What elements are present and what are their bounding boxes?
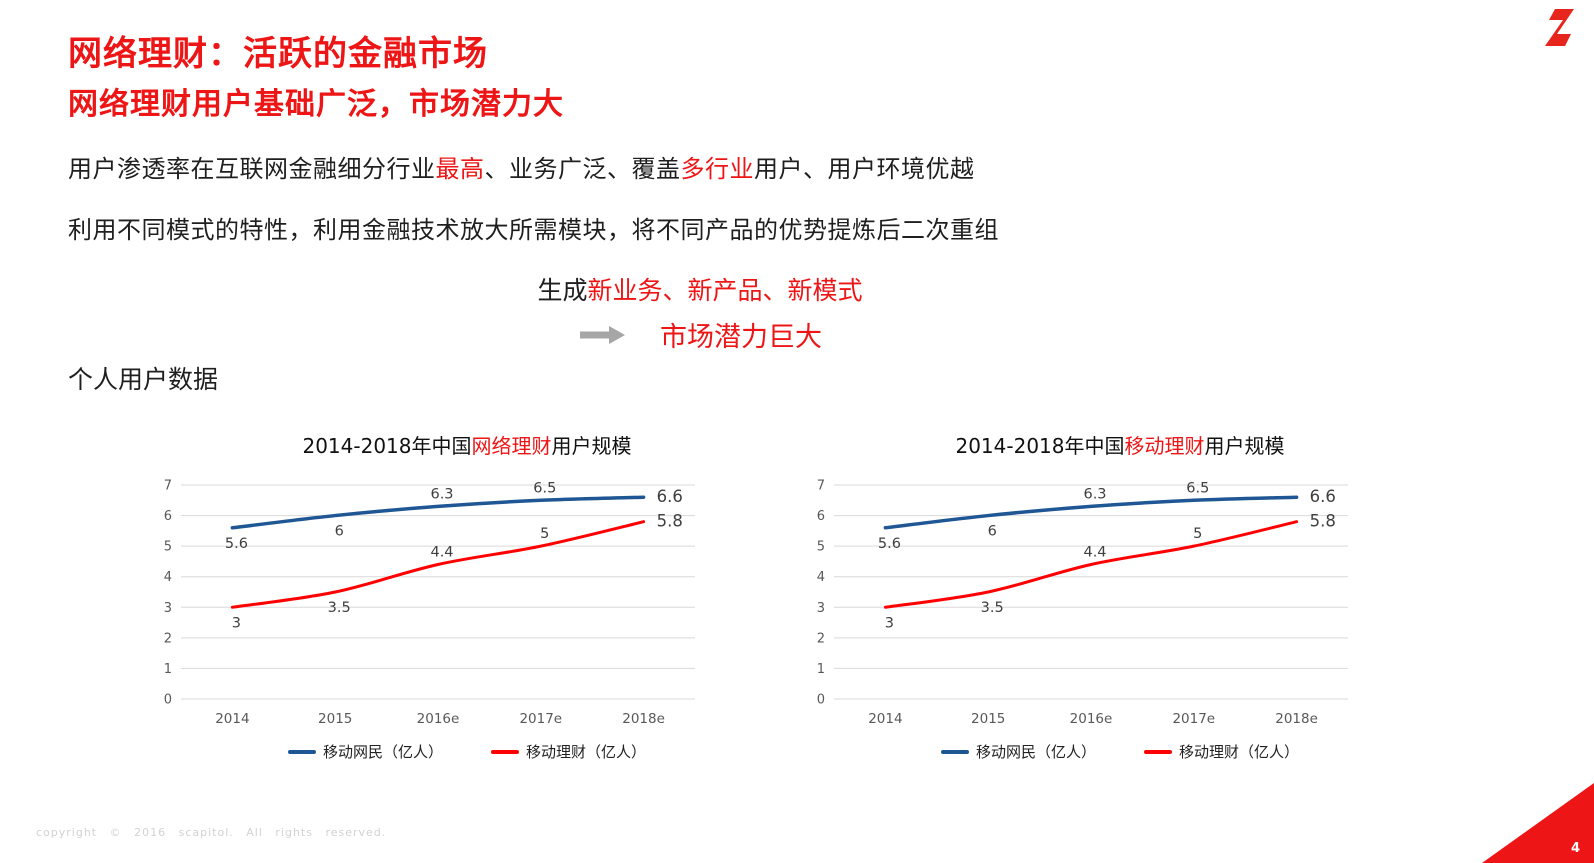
chart-title-prefix: 2014-2018年中国 <box>302 434 472 458</box>
svg-text:1: 1 <box>817 662 825 677</box>
svg-text:1: 1 <box>164 662 172 677</box>
chart-title-highlight: 网络理财 <box>471 434 552 458</box>
conclusion-text: 市场潜力巨大 <box>660 322 822 353</box>
chart-title-left: 2014-2018年中国网络理财用户规模 <box>145 430 765 459</box>
text-segment: 用户、用户环境优越 <box>754 155 975 183</box>
svg-text:6.6: 6.6 <box>657 487 683 506</box>
svg-text:4: 4 <box>817 570 825 585</box>
svg-text:2018e: 2018e <box>1275 711 1318 727</box>
chart-mobile-finance: 2014-2018年中国移动理财用户规模 0 1 2 3 4 5 6 7 2014 2015 201… <box>798 430 1418 762</box>
svg-text:6: 6 <box>817 509 825 524</box>
chart-title-highlight: 移动理财 <box>1124 434 1205 458</box>
chart-legend-left: 移动网民（亿人） 移动理财（亿人） <box>145 741 765 762</box>
svg-text:7: 7 <box>817 479 825 494</box>
line-chart-left: 0 1 2 3 4 5 6 7 2014 2015 2016e 2017e 2018e 5.6 6 6.3 6.… <box>164 479 695 727</box>
svg-text:3: 3 <box>817 601 825 616</box>
legend-swatch-blue-line <box>940 749 969 754</box>
svg-text:5: 5 <box>1193 526 1202 542</box>
svg-text:6.3: 6.3 <box>430 486 453 502</box>
svg-text:3.5: 3.5 <box>981 600 1004 616</box>
legend-label: 移动理财（亿人） <box>1179 743 1300 761</box>
svg-text:0: 0 <box>817 693 825 708</box>
svg-text:2017e: 2017e <box>1172 711 1215 727</box>
slide-title: 网络理财：活跃的金融市场 <box>68 34 488 74</box>
svg-text:2014: 2014 <box>868 711 902 727</box>
svg-text:3.5: 3.5 <box>328 600 351 616</box>
legend-swatch-red-line <box>1144 749 1172 754</box>
svg-text:6.3: 6.3 <box>1083 486 1106 502</box>
svg-text:2016e: 2016e <box>417 711 460 727</box>
legend-item: 移动网民（亿人） <box>287 741 443 762</box>
svg-text:6.6: 6.6 <box>1310 487 1336 506</box>
svg-text:2018e: 2018e <box>622 711 665 727</box>
legend-label: 移动网民（亿人） <box>975 743 1096 761</box>
body-line-1: 用户渗透率在互联网金融细分行业最高、业务广泛、覆盖多行业用户、用户环境优越 <box>68 149 1594 184</box>
line-chart-right: 0 1 2 3 4 5 6 7 2014 2015 2016e 2017e 2018e 5.6 6 6.3 6.… <box>817 479 1348 727</box>
legend-label: 移动理财（亿人） <box>526 743 647 761</box>
legend-item: 移动网民（亿人） <box>940 741 1096 762</box>
legend-label: 移动网民（亿人） <box>322 743 443 761</box>
svg-text:4: 4 <box>164 570 172 585</box>
svg-text:2: 2 <box>164 631 172 646</box>
svg-text:2017e: 2017e <box>519 711 562 727</box>
svg-text:2016e: 2016e <box>1070 711 1113 727</box>
svg-text:2015: 2015 <box>971 711 1005 727</box>
svg-text:3: 3 <box>164 601 172 616</box>
svg-text:2014: 2014 <box>215 711 249 727</box>
page-number: 4 <box>1570 841 1580 856</box>
chart-title-suffix: 用户规模 <box>551 434 632 458</box>
chart-title-suffix: 用户规模 <box>1204 434 1285 458</box>
svg-text:5.8: 5.8 <box>657 512 683 531</box>
svg-text:5: 5 <box>164 540 172 555</box>
generate-line: 生成新业务、新产品、新模式 <box>0 271 1400 307</box>
svg-text:5.8: 5.8 <box>1310 512 1336 531</box>
arrow-right-icon <box>580 325 625 344</box>
legend-item: 移动理财（亿人） <box>1144 741 1299 762</box>
conclusion-row: 市场潜力巨大 <box>0 315 1400 354</box>
chart-network-finance: 2014-2018年中国网络理财用户规模 0 1 2 3 4 5 6 7 2014 2015 201… <box>145 430 765 762</box>
chart-title-prefix: 2014-2018年中国 <box>955 434 1125 458</box>
legend-swatch-blue-line <box>287 749 316 754</box>
svg-text:6.5: 6.5 <box>1186 480 1209 496</box>
svg-text:6: 6 <box>988 524 997 540</box>
legend-item: 移动理财（亿人） <box>491 741 646 762</box>
chart-legend-right: 移动网民（亿人） 移动理财（亿人） <box>798 741 1418 762</box>
center-block: 生成新业务、新产品、新模式 市场潜力巨大 <box>0 271 1400 354</box>
svg-text:3: 3 <box>232 615 241 631</box>
text-segment-highlight: 最高 <box>435 155 485 183</box>
svg-text:0: 0 <box>164 693 172 708</box>
svg-text:5: 5 <box>817 540 825 555</box>
svg-text:4.4: 4.4 <box>1083 544 1106 560</box>
svg-text:7: 7 <box>164 479 172 494</box>
svg-text:5: 5 <box>540 526 549 542</box>
svg-text:6: 6 <box>164 509 172 524</box>
text-segment: 用户渗透率在互联网金融细分行业 <box>68 155 436 183</box>
svg-text:6: 6 <box>335 524 344 540</box>
body-line-2: 利用不同模式的特性，利用金融技术放大所需模块，将不同产品的优势提炼后二次重组 <box>68 216 999 244</box>
slide-subtitle: 网络理财用户基础广泛，市场潜力大 <box>68 87 564 122</box>
svg-text:5.6: 5.6 <box>878 536 901 552</box>
text-segment-highlight: 新业务、新产品、新模式 <box>587 276 863 305</box>
text-segment: 、业务广泛、覆盖 <box>484 155 681 183</box>
copyright-text: copyright © 2016 scapitol. All rights re… <box>36 826 387 839</box>
text-segment-highlight: 多行业 <box>680 155 754 183</box>
brand-logo-icon <box>1545 9 1574 46</box>
text-segment: 生成 <box>537 276 588 305</box>
svg-text:4.4: 4.4 <box>430 544 453 560</box>
legend-swatch-red-line <box>491 749 519 754</box>
svg-text:2: 2 <box>817 631 825 646</box>
chart-title-right: 2014-2018年中国移动理财用户规模 <box>798 430 1418 459</box>
svg-text:6.5: 6.5 <box>533 480 556 496</box>
svg-text:2015: 2015 <box>318 711 352 727</box>
svg-text:3: 3 <box>885 615 894 631</box>
charts-row: 2014-2018年中国网络理财用户规模 0 1 2 3 4 5 6 7 2014 2015 201… <box>0 430 1594 762</box>
section-label: 个人用户数据 <box>68 365 219 394</box>
svg-text:5.6: 5.6 <box>225 536 248 552</box>
